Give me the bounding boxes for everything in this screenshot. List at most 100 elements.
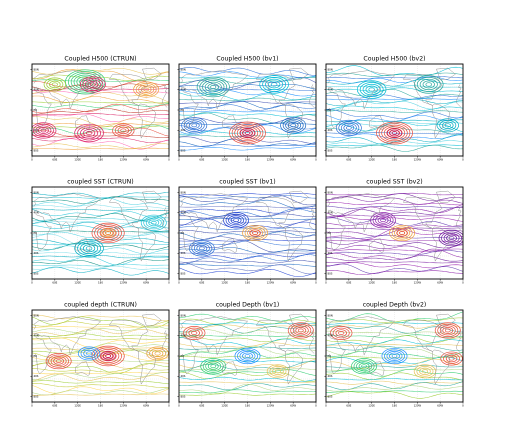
y-tick-label: 80S [181,271,186,275]
feature-contour [351,358,378,375]
coastline [329,337,462,375]
feature-contour [340,122,357,133]
contour-line [326,193,463,201]
contour-line [179,104,316,111]
coastline [289,67,309,80]
contour-line [179,112,316,117]
feature-contour [96,226,120,240]
feature-contour [51,82,58,87]
feature-contour [74,239,104,258]
contour-line [179,376,316,382]
contour-line [179,213,316,219]
y-tick-label: 80N [181,67,186,71]
contour-line [32,113,169,122]
contour-line [326,144,463,147]
feature-contour [434,322,461,339]
feature-contour [207,362,219,370]
y-tick-label: 40N [328,334,333,338]
y-tick-label: EQ [34,354,38,358]
contour-line [32,79,169,82]
x-tick-label: 120W [267,404,275,408]
contour-line [179,318,316,325]
x-tick-label: 120W [120,281,128,285]
x-tick-label: 180 [392,404,397,408]
contour-line [32,135,169,138]
contour-line [179,342,316,348]
x-tick-label: 180 [392,281,397,285]
contour-line [326,134,463,145]
feature-contour [143,87,150,92]
contour-line [32,124,169,134]
coastline [35,337,168,375]
contour-line [32,138,169,150]
feature-contour [191,331,198,336]
feature-contour [202,359,224,373]
feature-contour [105,354,111,358]
feature-contour [32,122,57,139]
feature-contour [91,345,125,367]
contour-line [32,337,169,341]
coastline [256,319,296,352]
y-tick-label: 80N [34,313,39,317]
feature-contour [117,126,130,135]
contour-line [179,97,316,102]
contour-line [326,85,463,88]
coastline [75,115,91,130]
x-tick-label: 180 [245,281,250,285]
contour-line [32,380,169,385]
feature-contour [35,125,52,136]
y-tick-label: 40N [328,211,333,215]
coastline [182,214,315,252]
feature-contour [268,80,281,89]
contour-line [32,147,169,150]
contour-line [179,131,316,135]
feature-contour [437,323,459,337]
y-tick-label: 80N [34,190,39,194]
contour-line [179,389,316,394]
feature-contour [100,351,116,361]
x-tick-label: 60E [199,404,204,408]
feature-contour [82,77,104,91]
feature-contour [381,124,408,142]
feature-contour [149,348,167,359]
coastline [35,214,168,252]
contour-line [326,76,463,84]
contour-line [179,193,316,196]
feature-contour [244,354,251,358]
x-tick-label: 120E [74,158,81,162]
feature-contour [154,351,161,356]
feature-contour [239,351,256,361]
feature-contour [262,77,287,92]
feature-contour [82,129,96,137]
feature-contour [236,126,259,140]
x-tick-label: 120W [414,158,422,162]
x-tick-label: 120W [414,404,422,408]
contour-line [32,367,169,373]
feature-contour [389,352,400,360]
feature-contour [376,121,413,145]
feature-contour [225,213,247,227]
panel-title: coupled Depth (bv1) [216,302,280,309]
feature-contour [332,327,350,339]
panel-title: coupled SST (bv2) [366,179,422,186]
x-tick-label: 60E [52,281,57,285]
feature-contour [77,346,101,361]
feature-contour [191,241,213,255]
feature-contour [391,226,413,240]
feature-contour [79,76,106,93]
map-panel: coupled SST (CTRUN) 0 60E 120E 180 120W 60W 0 80… [30,179,170,285]
feature-contour [233,218,239,223]
feature-contour [80,127,99,139]
x-tick-label: 0 [168,281,170,285]
feature-contour [335,119,362,136]
feature-contour [85,130,93,136]
x-tick-label: 180 [245,404,250,408]
y-tick-label: 80S [181,394,186,398]
coastline [33,70,168,110]
panel-title: coupled SST (bv1) [219,179,275,186]
feature-contour [239,128,256,138]
feature-contour [138,84,155,95]
contour-line [179,261,316,275]
contour-line [32,385,169,394]
contour-line [326,105,463,111]
